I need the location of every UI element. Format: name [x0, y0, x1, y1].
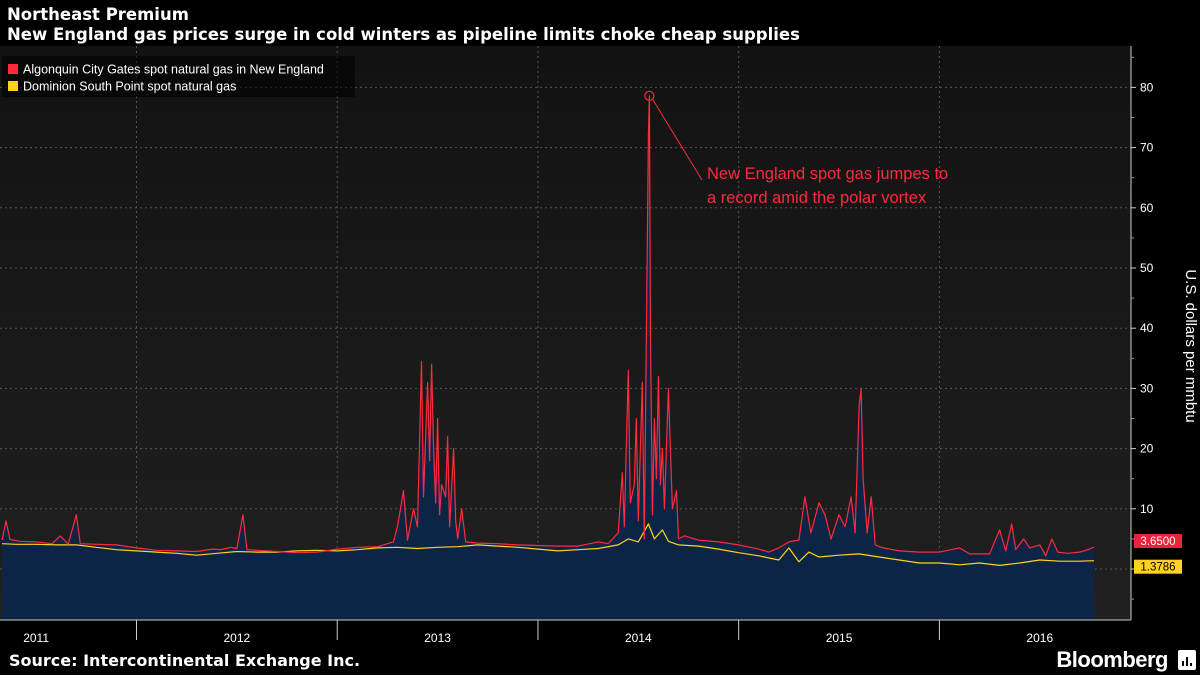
y-tick-label-70: 70: [1140, 141, 1154, 155]
y-tick-label-80: 80: [1140, 80, 1154, 94]
legend-label-1: Dominion South Point spot natural gas: [23, 80, 236, 94]
x-tick-label-2012: 2012: [224, 631, 251, 645]
x-tick-label-2015: 2015: [826, 631, 853, 645]
chart-title: Northeast Premium: [7, 5, 189, 24]
grid-lines: [0, 46, 1131, 620]
brand-chart-icon: [1178, 650, 1196, 670]
chart-header: Northeast Premium New England gas prices…: [7, 5, 800, 45]
brand-logo: Bloomberg: [1056, 647, 1168, 672]
series-line-1: [1, 523, 1095, 567]
y-axis-label: U.S. dollars per mmbtu: [1182, 269, 1199, 422]
annotation-text-line2: a record amid the polar vortex: [707, 189, 927, 207]
plot-background: [0, 46, 1131, 620]
annotation-marker: [644, 90, 655, 101]
x-tick-label-2014: 2014: [625, 631, 652, 645]
last-value-tag-0: [1134, 534, 1182, 549]
y-tick-label-60: 60: [1140, 201, 1154, 215]
y-tick-label-40: 40: [1140, 321, 1154, 335]
legend-swatch-0: [8, 64, 18, 74]
legend-swatch-1: [8, 81, 18, 91]
legend-box: [2, 56, 355, 97]
x-axis: 2011 2012 2013 2014 2015 2016: [0, 619, 1131, 645]
x-tick-label-2016: 2016: [1026, 631, 1053, 645]
last-value-label-1: 1.3786: [1140, 562, 1175, 574]
y-tick-label-50: 50: [1140, 261, 1154, 275]
legend-label-0: Algonquin City Gates spot natural gas in…: [23, 63, 324, 77]
series-lines: [1, 95, 1095, 567]
x-tick-label-2013: 2013: [424, 631, 451, 645]
legend: Algonquin City Gates spot natural gas in…: [2, 56, 355, 97]
annotation: New England spot gas jumpes to a record a…: [644, 90, 948, 207]
y-tick-label-20: 20: [1140, 442, 1154, 456]
area-fill: [2, 95, 1094, 621]
y-tick-label-30: 30: [1140, 381, 1154, 395]
x-tick-label-2011: 2011: [23, 631, 49, 645]
source-note: Source: Intercontinental Exchange Inc.: [9, 651, 361, 670]
series-line-0: [1, 95, 1095, 557]
chart-subtitle: New England gas prices surge in cold win…: [7, 25, 800, 44]
annotation-text-line1: New England spot gas jumpes to: [707, 165, 948, 183]
last-value-tag-1: [1134, 559, 1182, 574]
last-value-label-0: 3.6500: [1140, 536, 1175, 548]
y-tick-label-10: 10: [1140, 502, 1154, 516]
area-fill-algonquin: [2, 95, 1094, 621]
annotation-leader-line: [651, 98, 703, 181]
